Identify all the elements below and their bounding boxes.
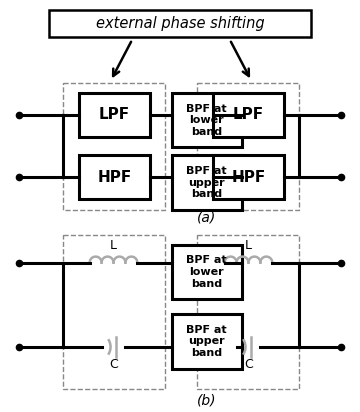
Bar [63, 235, 165, 389]
Text: BPF at
upper
band: BPF at upper band [186, 325, 227, 358]
Bar [79, 155, 150, 199]
Text: HPF: HPF [231, 170, 266, 185]
Text: LPF: LPF [233, 107, 264, 122]
Text: C: C [244, 358, 253, 371]
Bar [197, 83, 299, 210]
Bar [213, 93, 284, 136]
Text: (a): (a) [197, 211, 216, 225]
Bar [213, 155, 284, 199]
Text: BPF at
lower
band: BPF at lower band [186, 103, 227, 137]
Text: C: C [109, 358, 118, 371]
Bar [172, 93, 242, 147]
Bar [63, 83, 165, 210]
Text: external phase shifting: external phase shifting [96, 16, 264, 31]
Text: L: L [110, 239, 117, 252]
Text: HPF: HPF [98, 170, 132, 185]
Text: L: L [245, 239, 252, 252]
Text: BPF at
lower
band: BPF at lower band [186, 255, 227, 288]
Text: (b): (b) [197, 393, 217, 407]
Text: LPF: LPF [99, 107, 130, 122]
Bar [49, 9, 311, 37]
Text: BPF at
upper
band: BPF at upper band [186, 166, 227, 199]
Bar [172, 245, 242, 299]
Bar [197, 235, 299, 389]
Bar [172, 155, 242, 210]
Bar [172, 314, 242, 369]
Bar [79, 93, 150, 136]
